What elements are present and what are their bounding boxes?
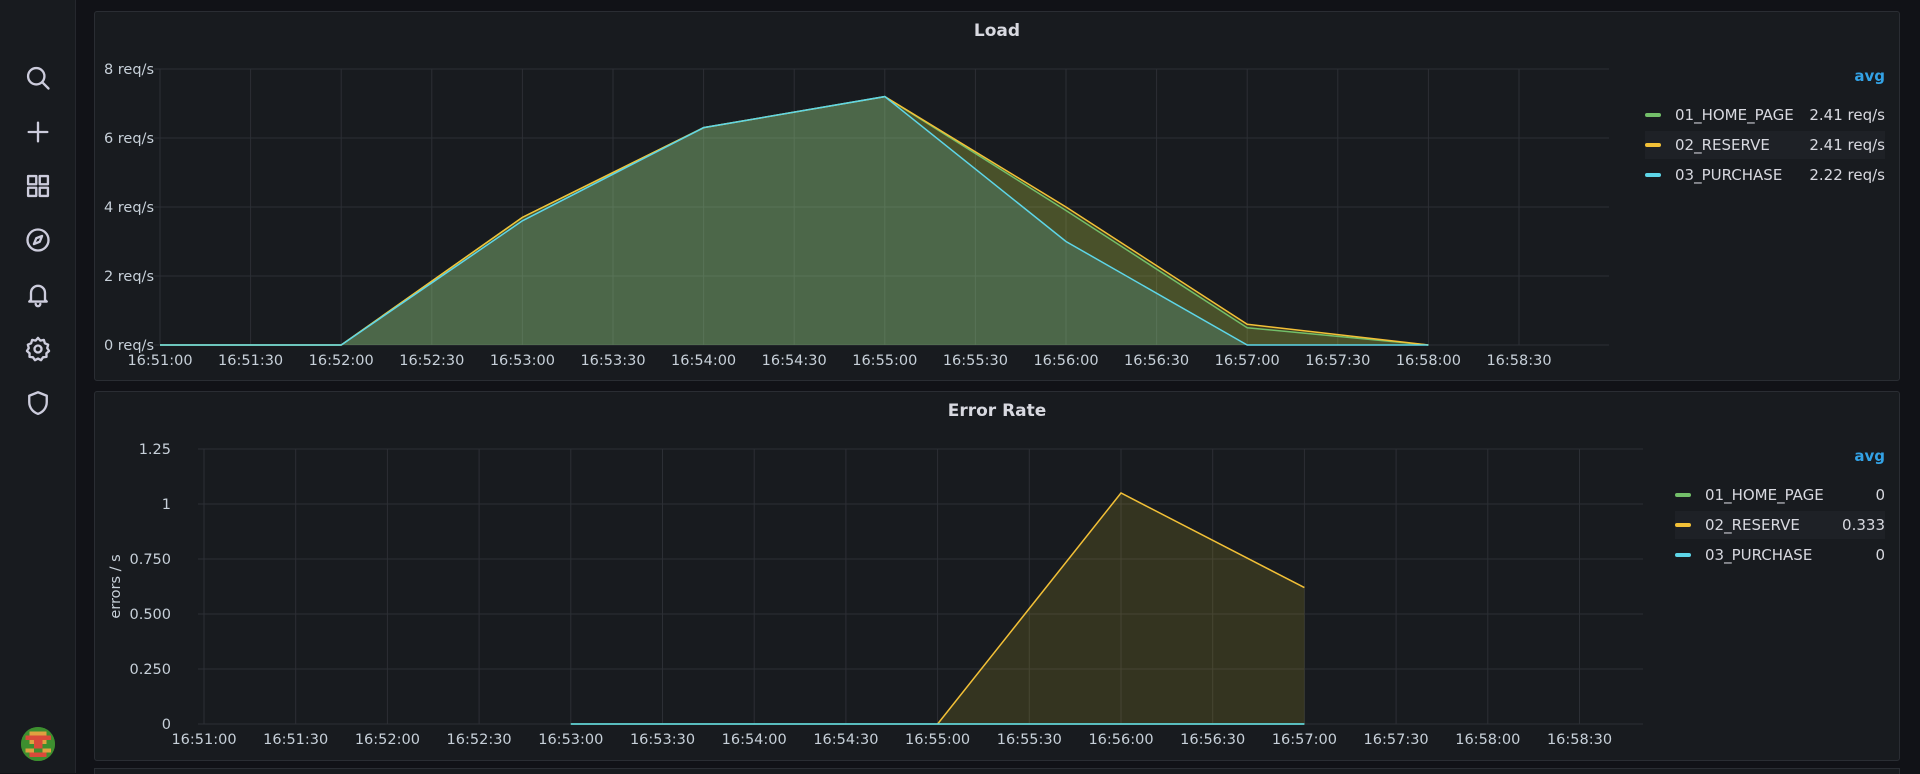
x-tick-label: 16:52:30 (447, 732, 512, 748)
x-tick-label: 16:54:30 (813, 732, 878, 748)
legend-series-name[interactable]: 02_RESERVE (1705, 516, 1800, 534)
x-tick-label: 16:52:30 (399, 353, 464, 369)
series-area-02_reserve (160, 96, 1429, 345)
x-tick-label: 16:51:00 (171, 732, 236, 748)
panel-title[interactable]: Error Rate (947, 401, 1047, 421)
series-color-swatch[interactable] (1675, 493, 1691, 497)
legend-item-reserve[interactable]: 02_RESERVE 2.41 req/s (1645, 131, 1885, 159)
legend-series-avg: 2.22 req/s (1809, 166, 1885, 184)
x-tick-label: 16:58:00 (1396, 353, 1461, 369)
x-tick-label: 16:52:00 (355, 732, 420, 748)
legend-series-name[interactable]: 02_RESERVE (1675, 136, 1770, 154)
legend-series-name[interactable]: 03_PURCHASE (1675, 166, 1783, 184)
x-tick-label: 16:55:30 (943, 353, 1008, 369)
x-tick-label: 16:54:00 (671, 353, 736, 369)
y-tick-label: 6 req/s (104, 131, 154, 147)
x-tick-label: 16:54:30 (762, 353, 827, 369)
x-tick-label: 16:58:30 (1486, 353, 1551, 369)
x-tick-label: 16:54:00 (722, 732, 787, 748)
x-tick-label: 16:53:00 (490, 353, 555, 369)
legend-item-purchase[interactable]: 03_PURCHASE 2.22 req/s (1645, 161, 1885, 189)
legend-header-avg[interactable]: avg (1854, 67, 1885, 85)
legend-item-purchase[interactable]: 03_PURCHASE 0 (1675, 541, 1885, 569)
x-tick-label: 16:55:00 (905, 732, 970, 748)
load-chart[interactable]: 0 req/s 2 req/s 4 req/s 6 req/s 8 req/s 16:51… (95, 12, 1735, 380)
x-tick-label: 16:58:30 (1547, 732, 1612, 748)
x-tick-label: 16:56:30 (1180, 732, 1245, 748)
x-tick-label: 16:51:30 (218, 353, 283, 369)
legend-series-avg: 0.333 (1842, 516, 1885, 534)
legend-item-home-page[interactable]: 01_HOME_PAGE 0 (1675, 481, 1885, 509)
plus-icon[interactable] (20, 114, 56, 150)
x-tick-label: 16:57:00 (1215, 353, 1280, 369)
x-tick-label: 16:57:30 (1364, 732, 1429, 748)
series-area-01_home_page (160, 96, 1429, 345)
series-color-swatch[interactable] (1645, 143, 1661, 147)
load-panel: Load 0 req/s 2 req/s 4 req/s 6 req/s 8 req/s… (94, 11, 1900, 381)
series-area-03_purchase (160, 96, 1429, 345)
shield-icon[interactable] (20, 385, 56, 421)
explore-icon[interactable] (20, 222, 56, 258)
x-tick-label: 16:52:00 (309, 353, 374, 369)
x-tick-label: 16:55:00 (852, 353, 917, 369)
error-rate-chart[interactable]: 0 0.250 0.500 0.750 1 1.25 16:51:00 16:51:30 16:… (95, 392, 1755, 760)
series-line-02_reserve (937, 492, 1305, 725)
dashboards-icon[interactable] (20, 168, 56, 204)
y-tick-label: 2 req/s (104, 269, 154, 285)
x-tick-label: 16:57:30 (1305, 353, 1370, 369)
x-tick-label: 16:51:30 (263, 732, 328, 748)
x-tick-label: 16:51:00 (127, 353, 192, 369)
legend-item-reserve[interactable]: 02_RESERVE 0.333 (1675, 511, 1885, 539)
avatar[interactable] (21, 727, 55, 761)
series-color-swatch[interactable] (1645, 173, 1661, 177)
series-line-03_purchase (160, 95, 1429, 346)
y-tick-label: 1.25 (139, 442, 171, 458)
legend-series-name[interactable]: 03_PURCHASE (1705, 546, 1813, 564)
series-area-02_reserve (937, 493, 1305, 724)
y-tick-label: 1 (162, 497, 171, 513)
y-tick-label: 4 req/s (104, 200, 154, 216)
y-tick-label: 0 req/s (104, 338, 154, 354)
legend-item-home-page[interactable]: 01_HOME_PAGE 2.41 req/s (1645, 101, 1885, 129)
x-tick-label: 16:55:30 (997, 732, 1062, 748)
y-tick-label: 8 req/s (104, 62, 154, 78)
legend-series-name[interactable]: 01_HOME_PAGE (1675, 106, 1794, 124)
panel-title[interactable]: Load (973, 21, 1021, 41)
legend-header-avg[interactable]: avg (1854, 447, 1885, 465)
x-tick-label: 16:56:00 (1033, 353, 1098, 369)
search-icon[interactable] (20, 60, 56, 96)
y-tick-label: 0.500 (129, 607, 171, 623)
sidebar (0, 0, 76, 773)
x-tick-label: 16:56:30 (1124, 353, 1189, 369)
y-tick-label: 0.750 (129, 552, 171, 568)
bell-icon[interactable] (20, 276, 56, 312)
y-tick-label: 0.250 (129, 662, 171, 678)
legend-series-name[interactable]: 01_HOME_PAGE (1705, 486, 1824, 504)
y-tick-label: 0 (162, 717, 171, 733)
legend-series-avg: 0 (1875, 486, 1885, 504)
x-tick-label: 16:53:00 (538, 732, 603, 748)
x-tick-label: 16:57:00 (1272, 732, 1337, 748)
x-tick-label: 16:58:00 (1455, 732, 1520, 748)
x-tick-label: 16:56:00 (1088, 732, 1153, 748)
load-legend: avg 01_HOME_PAGE 2.41 req/s 02_RESERVE 2… (1645, 67, 1885, 187)
series-color-swatch[interactable] (1675, 523, 1691, 527)
series-color-swatch[interactable] (1675, 553, 1691, 557)
error-rate-legend: avg 01_HOME_PAGE 0 02_RESERVE 0.333 03_P… (1675, 447, 1885, 567)
legend-series-avg: 0 (1875, 546, 1885, 564)
series-color-swatch[interactable] (1645, 113, 1661, 117)
x-tick-label: 16:53:30 (630, 732, 695, 748)
y-axis-label: errors / s (108, 554, 124, 618)
error-rate-panel: Error Rate 0 0.250 0.500 0.750 1 1.25 16:51:00… (94, 391, 1900, 761)
x-tick-label: 16:53:30 (580, 353, 645, 369)
gear-icon[interactable] (20, 331, 56, 367)
legend-series-avg: 2.41 req/s (1809, 136, 1885, 154)
legend-series-avg: 2.41 req/s (1809, 106, 1885, 124)
next-panel-edge (94, 768, 1900, 774)
